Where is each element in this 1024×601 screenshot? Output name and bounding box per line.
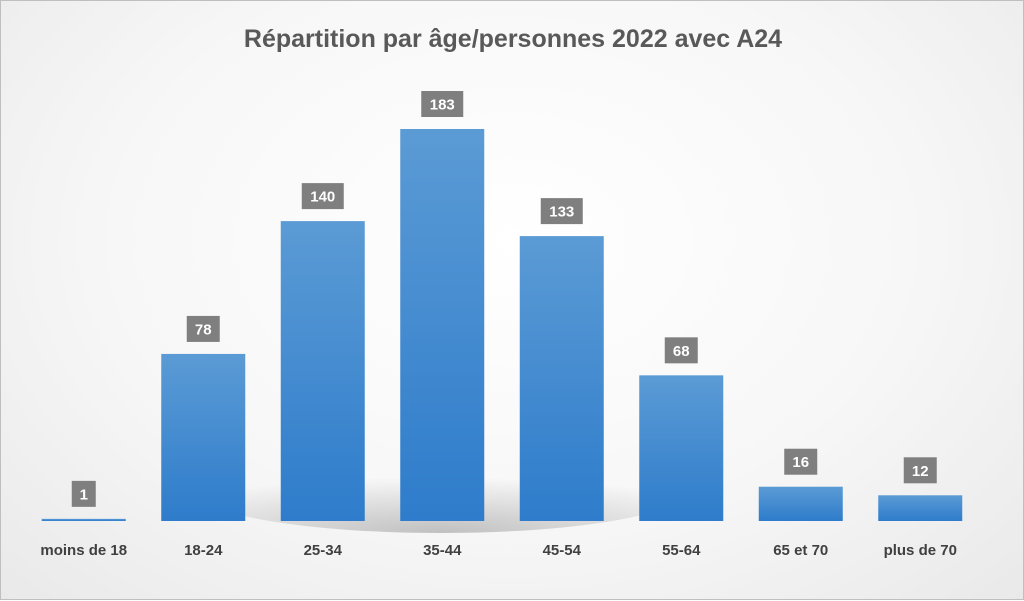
bar-2 xyxy=(161,353,246,521)
data-label-box-8 xyxy=(903,457,937,484)
data-label-8: 12 xyxy=(912,463,929,480)
data-label-box-5 xyxy=(540,198,583,225)
data-label-7: 16 xyxy=(792,454,809,471)
data-label-4: 183 xyxy=(430,97,455,114)
data-label-3: 140 xyxy=(310,189,335,206)
bar-7 xyxy=(758,486,843,521)
data-label-2: 78 xyxy=(195,321,212,338)
category-label-4: 35-44 xyxy=(423,542,462,559)
data-label-1: 1 xyxy=(80,486,88,503)
bar-8 xyxy=(878,495,963,521)
data-label-box-2 xyxy=(186,315,220,342)
category-label-1: moins de 18 xyxy=(40,542,127,559)
data-label-box-1 xyxy=(71,480,96,507)
category-label-8: plus de 70 xyxy=(884,542,957,559)
data-label-6: 68 xyxy=(673,343,690,360)
category-label-5: 45-54 xyxy=(543,542,582,559)
bar-3 xyxy=(280,221,365,521)
data-label-box-3 xyxy=(301,183,344,210)
data-label-box-4 xyxy=(421,91,464,117)
bar-6 xyxy=(639,375,724,521)
category-label-7: 65 et 70 xyxy=(773,542,828,559)
data-label-box-6 xyxy=(664,337,698,364)
category-label-6: 55-64 xyxy=(662,542,701,559)
category-label-2: 18-24 xyxy=(184,542,223,559)
chart-title: Répartition par âge/personnes 2022 avec … xyxy=(243,25,783,53)
bar-5 xyxy=(519,236,604,521)
bar-4 xyxy=(400,129,485,521)
category-label-3: 25-34 xyxy=(304,542,343,559)
data-label-box-7 xyxy=(784,448,818,475)
data-label-5: 133 xyxy=(549,204,574,221)
bar-1 xyxy=(41,518,126,521)
